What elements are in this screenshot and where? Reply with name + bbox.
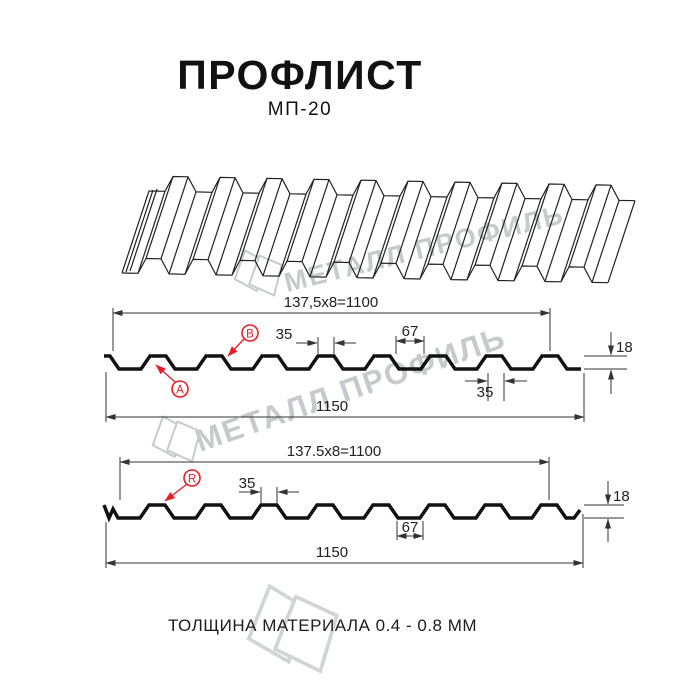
dim-valley-2: 67 (402, 519, 419, 536)
side-a-label: A (176, 385, 184, 397)
dim-rib-top-1: 35 (276, 326, 293, 343)
dim-module-span-1: 137,5x8=1100 (284, 294, 378, 311)
watermark-bottom-logo-icon (246, 583, 340, 674)
metall-profil-logo-icon (233, 248, 284, 297)
thickness-note: ТОЛЩИНА МАТЕРИАЛА 0.4 - 0.8 ММ (167, 616, 478, 635)
page-title: ПРОФЛИСТ (177, 52, 423, 98)
metall-profil-logo-icon (151, 414, 202, 463)
dim-overall-width-1: 1150 (316, 398, 348, 415)
cross-section-view-1: 137,5x8=1100 35 67 18 35 (104, 294, 633, 422)
product-model: МП-20 (267, 99, 333, 120)
watermark-brand-text: МЕТАЛЛ ПРОФИЛЬ (191, 319, 510, 458)
profile-outline-2 (102, 503, 582, 523)
dim-valley-1: 67 (402, 323, 419, 340)
cross-section-view-2: 137.5x8=1100 35 18 67 1150 (102, 443, 630, 568)
dim-module-span-2: 137.5x8=1100 (287, 443, 381, 460)
side-r-label: R (188, 474, 196, 486)
dim-overall-width-2: 1150 (316, 544, 348, 561)
dim-height-1: 18 (616, 339, 633, 356)
dim-rib-bottom-1: 35 (477, 384, 494, 401)
side-b-marker (241, 324, 259, 342)
side-a-marker (171, 380, 189, 398)
dim-rib-top-2: 35 (239, 475, 256, 492)
perspective-sheet-view (121, 175, 636, 284)
side-b-label: B (246, 329, 254, 341)
side-r-marker (183, 469, 201, 487)
watermark-top: МЕТАЛЛ ПРОФИЛЬ (233, 199, 567, 298)
dim-height-2: 18 (613, 488, 630, 505)
profile-outline-1 (104, 354, 581, 371)
